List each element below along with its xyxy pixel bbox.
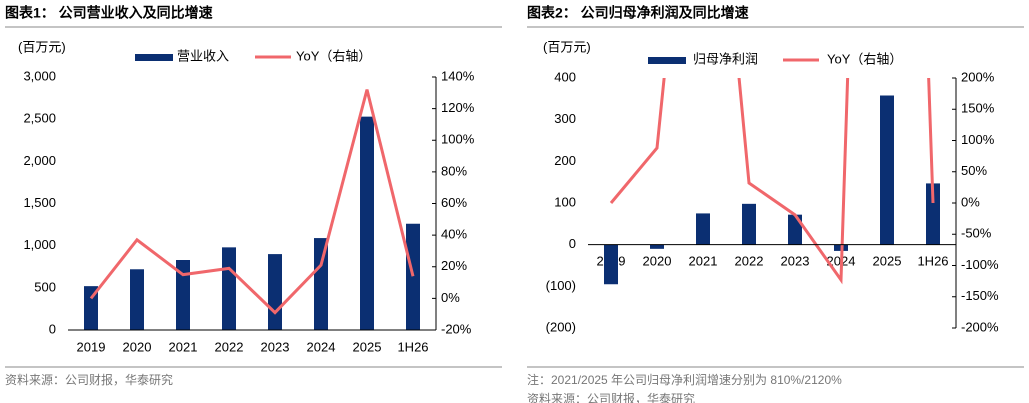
bar (650, 244, 664, 249)
note: 注：2021/2025 年公司归母净利润增速分别为 810%/2120% (527, 372, 842, 387)
y-tick-label: 2,500 (23, 111, 56, 126)
y2-tick-label: 100% (961, 132, 995, 147)
legend-label: 归母净利润 (693, 51, 758, 66)
legend-label: YoY（右轴） (827, 51, 902, 66)
x-tick-label: 2021 (169, 339, 198, 354)
y2-tick-label: 50% (961, 163, 987, 178)
y-tick-label: (100) (546, 278, 576, 293)
y-tick-label: 100 (554, 194, 576, 209)
x-tick-label: 2020 (123, 339, 152, 354)
bar (360, 116, 374, 331)
x-tick-label: 2025 (353, 339, 382, 354)
bar (176, 260, 190, 330)
y-axis-label: (百万元) (18, 39, 66, 54)
y2-tick-label: -100% (961, 257, 999, 272)
y2-tick-label: 200% (961, 69, 995, 84)
source: 资料来源：公司财报，华泰研究 (5, 372, 173, 387)
y2-tick-label: -20% (441, 321, 472, 336)
y2-tick-label: 150% (961, 101, 995, 116)
bar (222, 247, 236, 330)
y-tick-label: 200 (554, 153, 576, 168)
bar (742, 203, 756, 245)
bar (130, 269, 144, 330)
y2-tick-label: 100% (441, 132, 475, 147)
line (89, 89, 415, 315)
y-tick-label: 400 (554, 69, 576, 84)
y-tick-label: 2,000 (23, 153, 56, 168)
x-tick-label: 2023 (781, 253, 810, 268)
y-tick-label: 1,000 (23, 237, 56, 252)
legend-label: 营业收入 (177, 48, 229, 63)
y-tick-label: 0 (569, 236, 576, 251)
y2-tick-label: 40% (441, 227, 467, 242)
y2-tick-label: 120% (441, 100, 475, 115)
y2-tick-label: 0% (441, 290, 460, 305)
y2-tick-label: 0% (961, 194, 980, 209)
bar (406, 223, 420, 330)
x-tick-label: 2022 (215, 339, 244, 354)
y2-tick-label: -150% (961, 288, 999, 303)
bar (788, 214, 802, 245)
legend-swatch (648, 57, 686, 64)
y-tick-label: 500 (34, 279, 56, 294)
y2-tick-label: -50% (961, 226, 992, 241)
y2-tick-label: 80% (441, 163, 467, 178)
x-tick-label: 2019 (77, 339, 106, 354)
legend-swatch (135, 54, 173, 61)
bar (604, 244, 618, 285)
chart-title: 图表1： 公司营业收入及同比增速 (5, 5, 213, 21)
y-tick-label: (200) (546, 319, 576, 334)
bar (696, 213, 710, 245)
y2-tick-label: -200% (961, 319, 999, 334)
bar (926, 183, 940, 245)
x-tick-label: 1H26 (917, 253, 948, 268)
y2-tick-label: 140% (441, 68, 475, 83)
legend-label: YoY（右轴） (296, 48, 371, 63)
x-tick-label: 2025 (873, 253, 902, 268)
y-tick-label: 3,000 (23, 68, 56, 83)
bar (268, 254, 282, 330)
bar (880, 95, 894, 245)
x-tick-label: 2023 (261, 339, 290, 354)
bar (84, 286, 98, 330)
x-tick-label: 1H26 (397, 339, 428, 354)
y-axis-label: (百万元) (543, 39, 591, 54)
x-tick-label: 2024 (307, 339, 336, 354)
bar (314, 238, 328, 330)
y-tick-label: 0 (49, 321, 56, 336)
y2-tick-label: 60% (441, 195, 467, 210)
x-tick-label: 2022 (735, 253, 764, 268)
line (609, 78, 935, 285)
x-tick-label: 2020 (643, 253, 672, 268)
x-tick-label: 2021 (689, 253, 718, 268)
y2-tick-label: 20% (441, 258, 467, 273)
chart-title: 图表2： 公司归母净利润及同比增速 (527, 5, 749, 21)
source: 资料来源：公司财报，华泰研究 (527, 391, 695, 403)
y-tick-label: 300 (554, 111, 576, 126)
y-tick-label: 1,500 (23, 195, 56, 210)
